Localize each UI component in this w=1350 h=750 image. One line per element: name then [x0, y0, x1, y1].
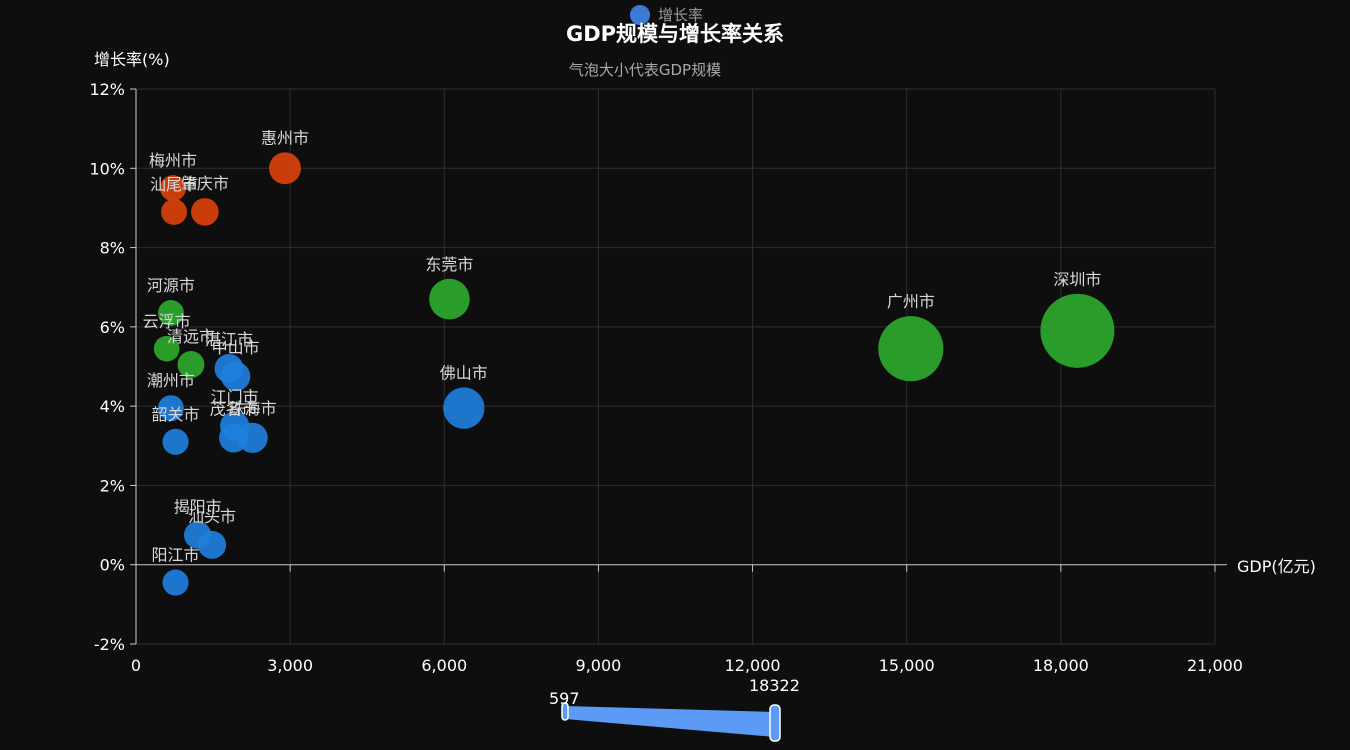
bubble[interactable] — [269, 152, 301, 185]
bubble-label: 珠海市 — [229, 399, 277, 418]
bubble[interactable] — [158, 395, 184, 422]
y-tick-label: 10% — [89, 159, 125, 178]
bubble[interactable] — [191, 198, 219, 226]
x-tick-label: 3,000 — [267, 656, 313, 675]
visual-map[interactable] — [561, 702, 781, 742]
bubble-label: 惠州市 — [261, 128, 309, 147]
visual-map-min-handle[interactable] — [561, 702, 569, 721]
chart-subtitle: 气泡大小代表GDP规模 — [568, 61, 722, 79]
y-tick-label: 4% — [100, 397, 125, 416]
chart-title: GDP规模与增长率关系 — [565, 22, 785, 46]
bubble-label: 河源市 — [147, 276, 195, 295]
bubble-label: 梅州市 — [149, 151, 197, 170]
y-tick-label: 2% — [100, 476, 125, 495]
x-tick-label: 6,000 — [421, 656, 467, 675]
legend-marker-icon[interactable] — [630, 4, 650, 25]
y-tick-label: 8% — [100, 239, 125, 258]
bubble-label: 汕头市 — [188, 507, 236, 526]
x-tick-label: 18,000 — [1033, 656, 1089, 675]
bubble-label: 云浮市 — [143, 312, 191, 331]
bubble-label: 东莞市 — [425, 255, 473, 274]
bubble-label: 茂名市 — [210, 399, 258, 418]
y-tick-label: 6% — [100, 318, 125, 337]
bubble-label: 佛山市 — [440, 363, 488, 382]
bubble-label: 清远市 — [167, 327, 215, 346]
bubble[interactable] — [162, 569, 189, 596]
bubble[interactable] — [160, 175, 186, 202]
bubble[interactable] — [214, 354, 244, 383]
bubble[interactable] — [158, 300, 184, 326]
axes: -2% 0% 2% 4% 6% 8% 10% 12% 0 3,000 6,000 9,000 12,00… — [89, 80, 1243, 675]
x-tick-label: 12,000 — [725, 656, 781, 675]
visual-map-max-label: 18322 — [749, 676, 800, 695]
x-axis-label: GDP(亿元) — [1237, 557, 1316, 576]
visual-map-max-handle[interactable] — [769, 704, 781, 742]
bubble[interactable] — [429, 278, 470, 320]
y-tick-label: 12% — [89, 80, 125, 99]
bubble[interactable] — [153, 335, 180, 362]
bubble-label: 湛江市 — [205, 330, 253, 349]
bubble-label: 揭阳市 — [174, 497, 222, 516]
bubble[interactable] — [1040, 293, 1115, 368]
bubble[interactable] — [219, 423, 249, 453]
bubbles[interactable] — [153, 152, 1115, 596]
x-tick-label: 0 — [131, 656, 141, 675]
x-tick-label: 15,000 — [879, 656, 935, 675]
visual-map-bar — [565, 706, 775, 737]
bubble[interactable] — [161, 198, 188, 225]
bubble-label: 汕尾市 — [150, 175, 198, 194]
visual-map-min-label: 597 — [549, 689, 580, 708]
bubble-label: 韶关市 — [152, 405, 200, 424]
bubble[interactable] — [443, 387, 485, 429]
bubble[interactable] — [177, 351, 205, 378]
legend-label[interactable]: 增长率 — [658, 6, 704, 24]
x-tick-label: 21,000 — [1187, 656, 1243, 675]
bubble[interactable] — [162, 428, 189, 455]
y-tick-label: 0% — [100, 556, 125, 575]
bubble-label: 肇庆市 — [181, 174, 229, 193]
bubble-label: 深圳市 — [1053, 270, 1101, 289]
grid-lines — [136, 88, 1216, 645]
x-tick-label: 9,000 — [576, 656, 622, 675]
y-tick-label: -2% — [94, 635, 125, 654]
y-axis-label: 增长率(%) — [94, 50, 170, 69]
bubble-label: 潮州市 — [147, 371, 195, 390]
bubble-label: 阳江市 — [152, 546, 200, 565]
bubble-label: 广州市 — [887, 292, 935, 311]
legend[interactable]: 增长率 — [630, 4, 703, 25]
bubble-label: 江门市 — [211, 387, 259, 406]
bubble-label: 中山市 — [212, 338, 260, 357]
bubble[interactable] — [184, 521, 212, 549]
bubble[interactable] — [878, 316, 944, 382]
